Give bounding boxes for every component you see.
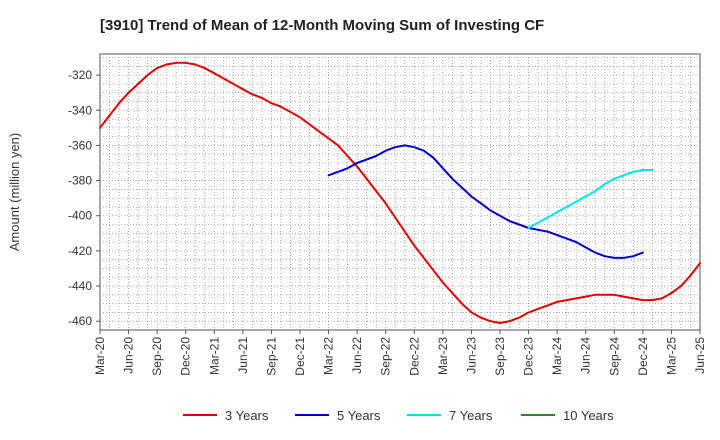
chart-title: [3910] Trend of Mean of 12-Month Moving … — [100, 17, 544, 34]
x-tick-label: Jun-20 — [122, 337, 136, 374]
plot-area — [99, 53, 701, 331]
y-tick-label: -320 — [68, 68, 92, 82]
legend-label: 5 Years — [337, 408, 381, 423]
y-tick-label: -420 — [68, 244, 92, 258]
x-tick-label: Mar-23 — [436, 337, 450, 375]
series-line-7-years — [527, 169, 654, 229]
x-tick-label: Mar-22 — [322, 337, 336, 375]
x-tick-label: Mar-21 — [207, 337, 221, 375]
series-line-3-years — [99, 61, 701, 324]
y-tick-label: -360 — [68, 138, 92, 152]
y-tick-label: -460 — [68, 314, 92, 328]
y-axis-label: Amount (million yen) — [7, 133, 22, 252]
x-tick-label: Mar-25 — [664, 337, 678, 375]
x-tick-label: Jun-21 — [236, 337, 250, 374]
x-tick-label: Sep-24 — [607, 337, 621, 376]
x-tick-label: Jun-25 — [693, 337, 707, 374]
x-tick-label: Jun-24 — [579, 337, 593, 374]
y-tick-label: -380 — [68, 174, 92, 188]
legend-label: 10 Years — [563, 408, 614, 423]
x-tick-label: Jun-22 — [350, 337, 364, 374]
x-tick-label: Sep-23 — [493, 337, 507, 376]
x-tick-label: Sep-20 — [150, 337, 164, 376]
legend-label: 7 Years — [449, 408, 493, 423]
x-tick-label: Sep-22 — [379, 337, 393, 376]
x-tick-label: Dec-20 — [179, 337, 193, 376]
legend-label: 3 Years — [225, 408, 269, 423]
y-axis-ticks: -320 -340 -360 -380 -400 -420 -440 -460 — [68, 68, 100, 328]
x-tick-label: Dec-23 — [522, 337, 536, 376]
x-tick-label: Mar-20 — [93, 337, 107, 375]
x-axis-ticks: Mar-20 Jun-20 Sep-20 Dec-20 Mar-21 Jun-21 Sep-… — [93, 330, 707, 376]
x-tick-label: Mar-24 — [550, 337, 564, 375]
series-line-5-years — [327, 144, 644, 259]
x-tick-label: Jun-23 — [464, 337, 478, 374]
y-tick-label: -400 — [68, 209, 92, 223]
x-tick-label: Dec-22 — [407, 337, 421, 376]
y-tick-label: -340 — [68, 103, 92, 117]
x-tick-label: Sep-21 — [264, 337, 278, 376]
series-lines — [99, 61, 701, 324]
y-tick-label: -440 — [68, 279, 92, 293]
x-tick-label: Dec-24 — [636, 337, 650, 376]
grid-lines — [100, 54, 700, 330]
legend: 3 Years 5 Years 7 Years 10 Years — [183, 408, 614, 423]
x-tick-label: Dec-21 — [293, 337, 307, 376]
